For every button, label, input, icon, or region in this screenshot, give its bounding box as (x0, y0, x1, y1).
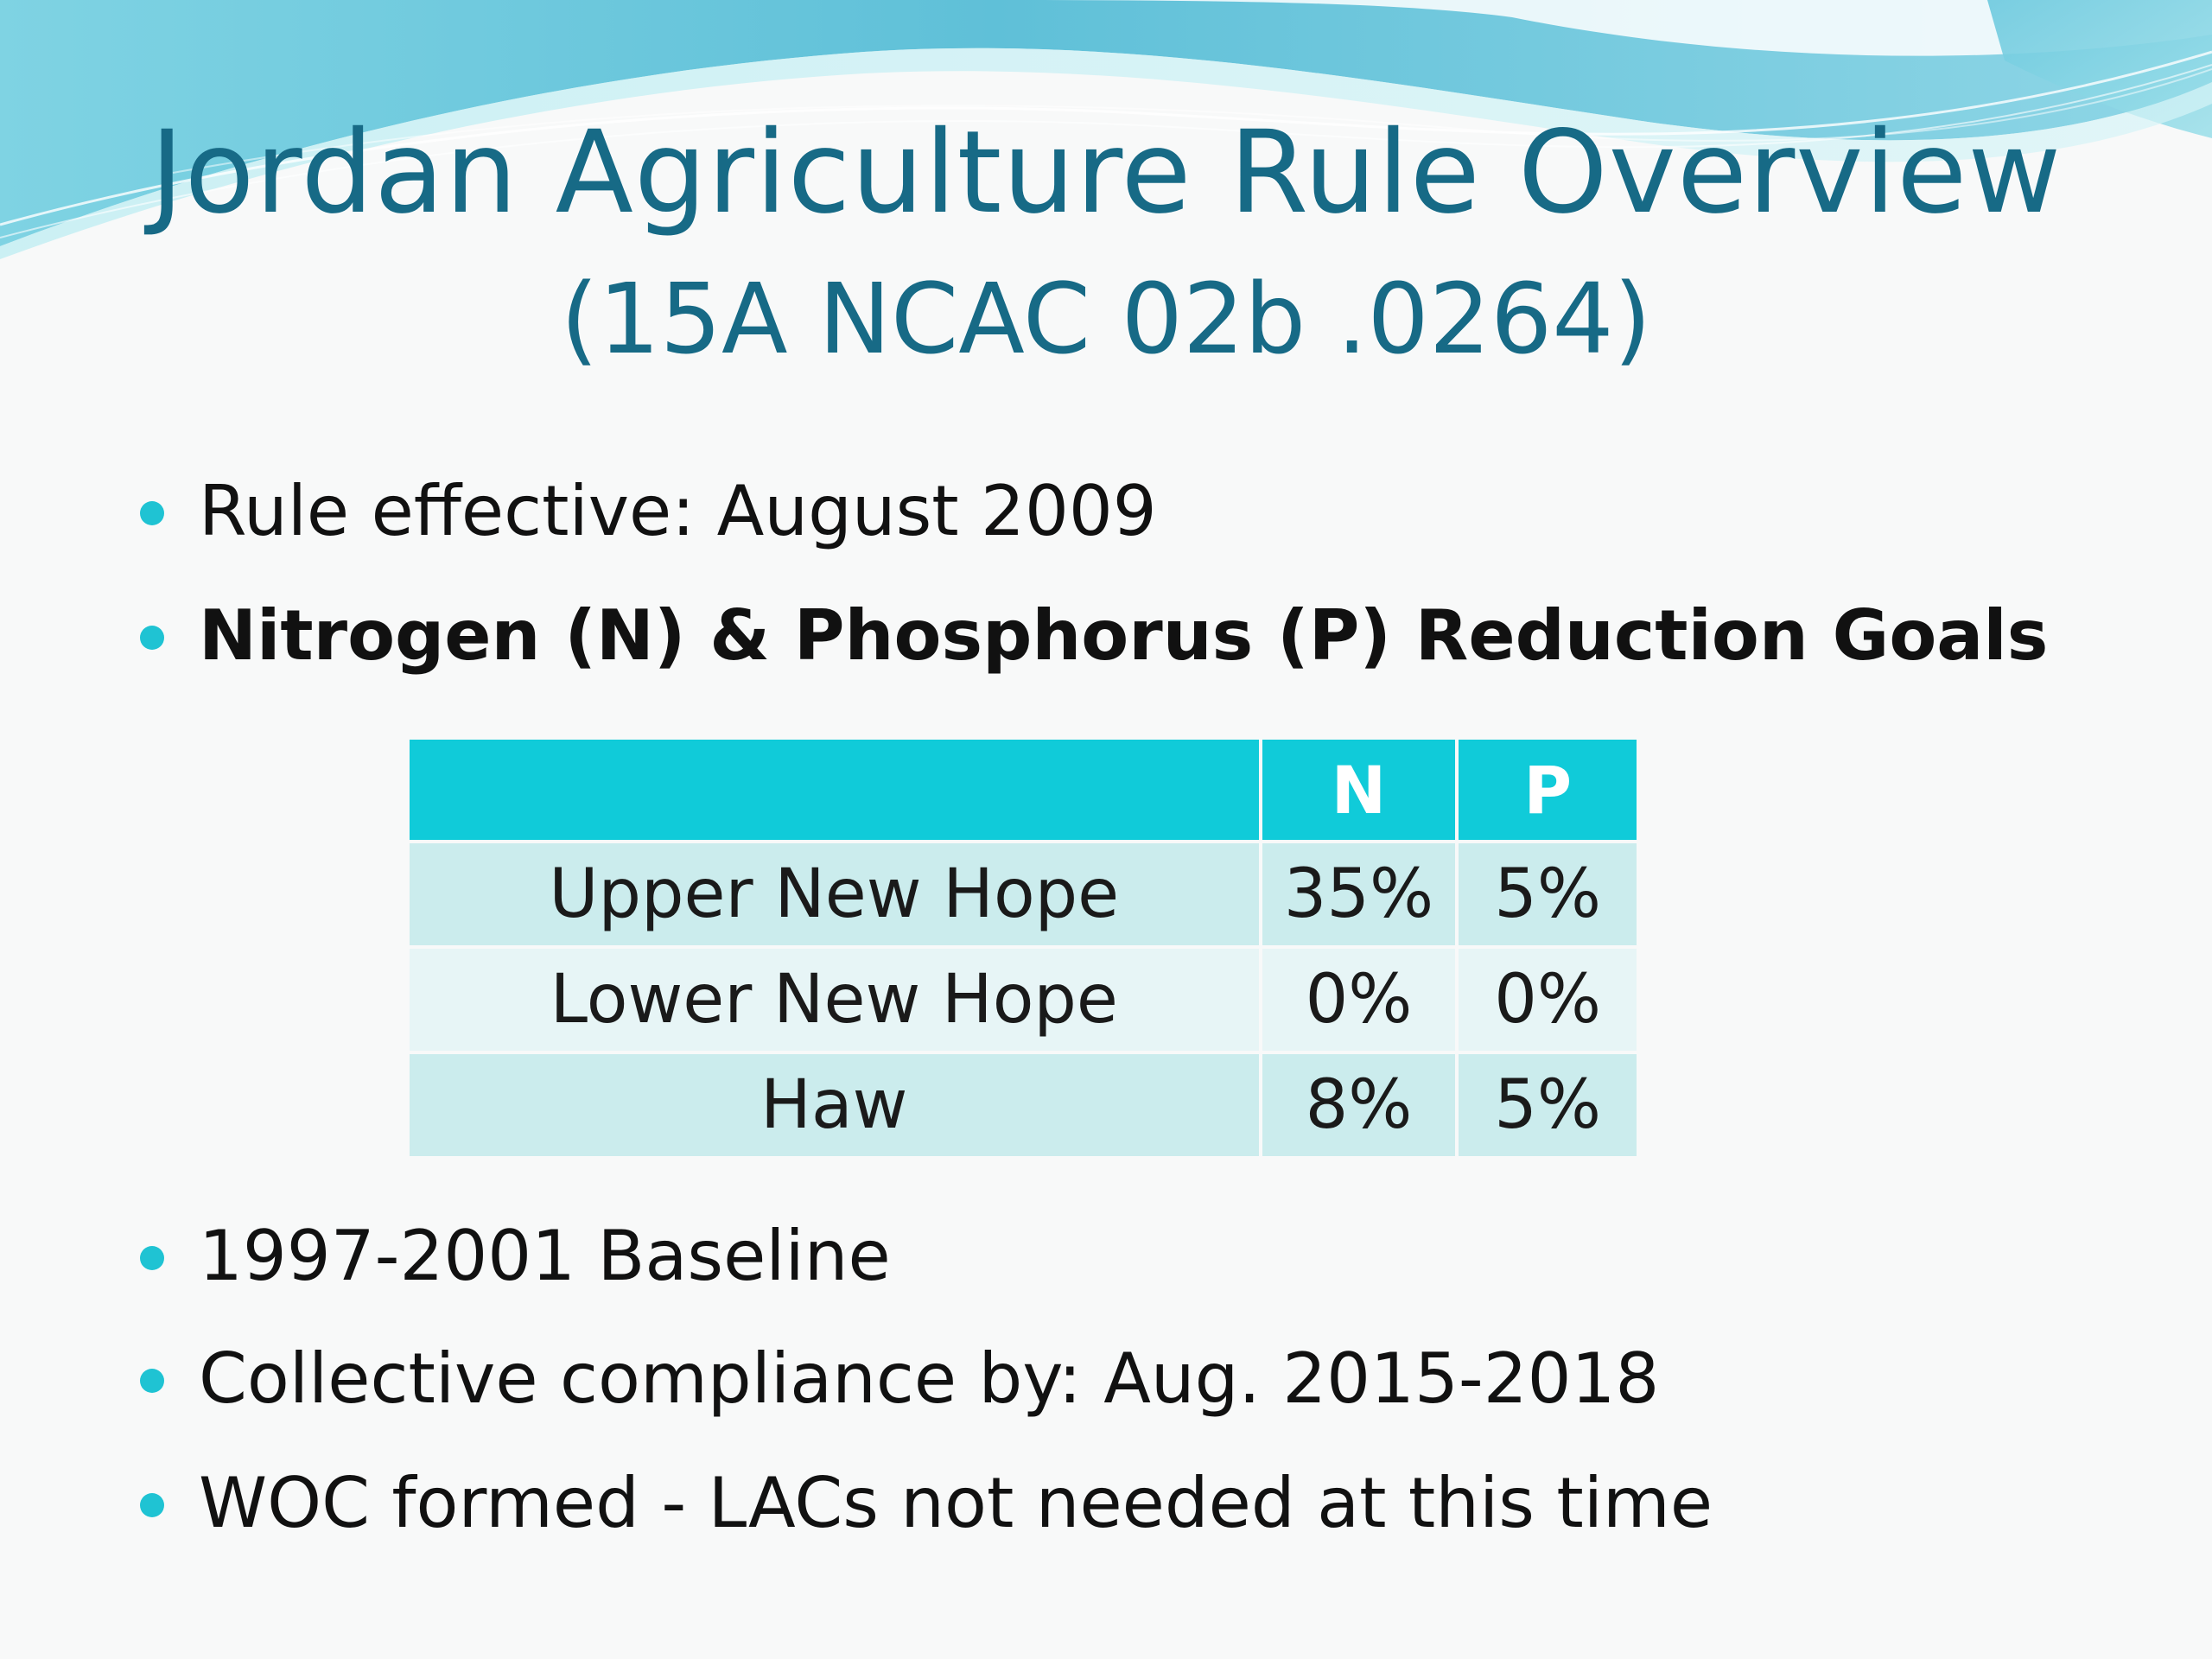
table-row: Haw 8% 5% (410, 1054, 1637, 1156)
table-cell-n: 8% (1262, 1054, 1456, 1156)
bullet-item: Rule effective: August 2009 (140, 468, 1157, 555)
bullet-item: Nitrogen (N) & Phosphorus (P) Reduction … (140, 593, 2049, 679)
table-header-row: N P (410, 740, 1637, 840)
bullet-dot-icon (140, 626, 164, 650)
table-cell-n: 35% (1262, 843, 1456, 945)
bullet-dot-icon (140, 1369, 164, 1393)
table-cell-name: Upper New Hope (410, 843, 1259, 945)
bullet-dot-icon (140, 1493, 164, 1517)
bullet-text: 1997-2001 Baseline (199, 1216, 891, 1296)
table-cell-p: 0% (1459, 949, 1637, 1051)
table-header-cell (410, 740, 1259, 840)
bullet-item: Collective compliance by: Aug. 2015-2018 (140, 1336, 1660, 1422)
bullet-dot-icon (140, 501, 164, 525)
table-cell-p: 5% (1459, 1054, 1637, 1156)
bullet-item: WOC formed - LACs not needed at this tim… (140, 1460, 1713, 1547)
table-cell-name: Lower New Hope (410, 949, 1259, 1051)
bullet-text: Nitrogen (N) & Phosphorus (P) Reduction … (199, 595, 2049, 676)
table-row: Lower New Hope 0% 0% (410, 949, 1637, 1051)
table-cell-name: Haw (410, 1054, 1259, 1156)
table-header-cell: N (1262, 740, 1456, 840)
table-header-cell: P (1459, 740, 1637, 840)
decorative-wave-header (0, 0, 2212, 259)
slide-subtitle: (15A NCAC 02b .0264) (560, 264, 1652, 376)
bullet-text: Collective compliance by: Aug. 2015-2018 (199, 1338, 1660, 1419)
table-row: Upper New Hope 35% 5% (410, 843, 1637, 945)
bullet-text: WOC formed - LACs not needed at this tim… (199, 1463, 1713, 1543)
bullet-item: 1997-2001 Baseline (140, 1213, 891, 1300)
bullet-text: Rule effective: August 2009 (199, 471, 1157, 551)
reduction-goals-table: N P Upper New Hope 35% 5% Lower New Hope… (406, 736, 1640, 1160)
bullet-dot-icon (140, 1246, 164, 1270)
slide-title: Jordan Agriculture Rule Overview (149, 106, 2063, 239)
table-cell-n: 0% (1262, 949, 1456, 1051)
table-cell-p: 5% (1459, 843, 1637, 945)
